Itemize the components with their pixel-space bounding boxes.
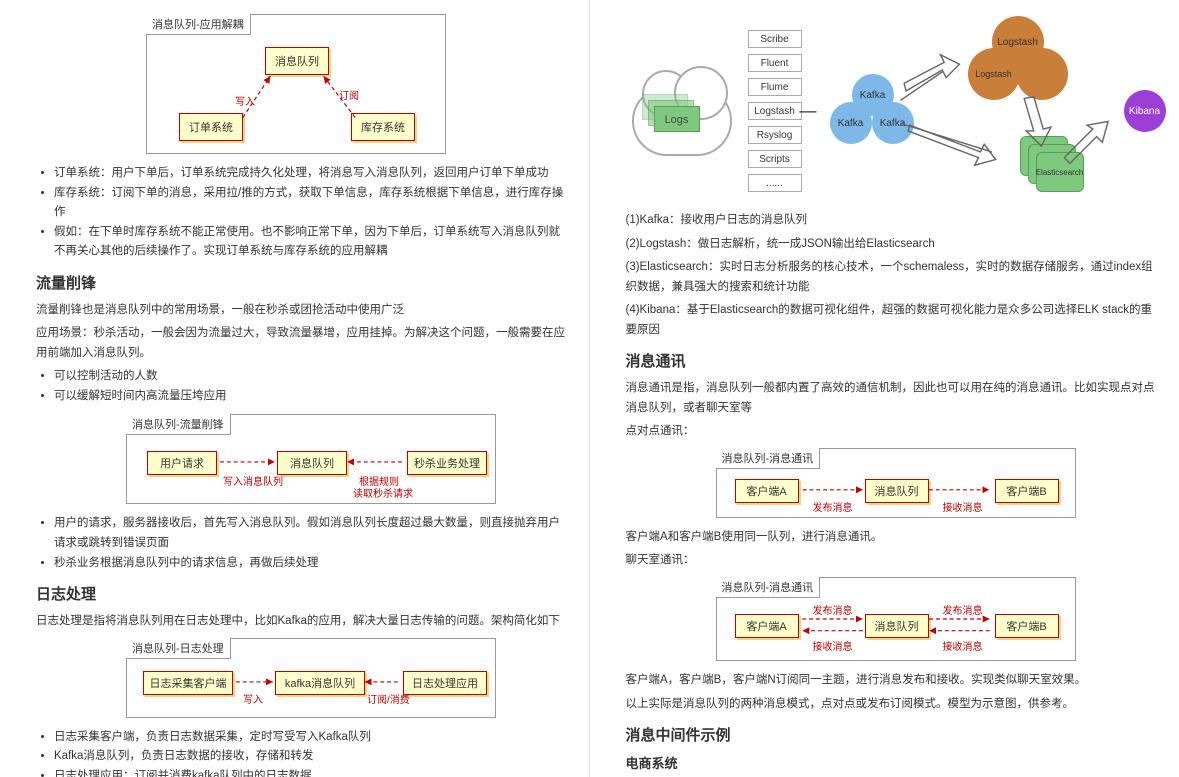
bullet: 用户的请求，服务器接收后，首先写入消息队列。假如消息队列长度超过最大数量，则直接… — [54, 514, 569, 553]
bullets-4: 日志采集客户端，负责日志数据采集，定时写受写入Kafka队列 Kafka消息队列… — [36, 728, 569, 777]
src-item: Fluent — [748, 54, 802, 72]
right-column: Logs Scribe Fluent Flume Logstash Rsyslo… — [590, 0, 1179, 777]
bullets-3: 用户的请求，服务器接收后，首先写入消息队列。假如消息队列长度超过最大数量，则直接… — [36, 514, 569, 573]
para: 点对点通讯： — [626, 422, 1160, 442]
edge-label: 读取秒杀请求 — [353, 485, 413, 500]
node-mq: 消息队列 — [265, 47, 329, 75]
para: 聊天室通讯： — [626, 551, 1160, 571]
edge-label: 发布消息 — [813, 499, 853, 514]
para: 日志处理是指将消息队列用在日志处理中，比如Kafka的应用，解决大量日志传输的问… — [36, 612, 569, 632]
edge-label: 订阅/消费 — [367, 691, 410, 706]
para: 流量削锋也是消息队列中的常用场景，一般在秒杀或团抢活动中使用广泛 — [36, 301, 569, 321]
para: 以上实际是消息队列的两种消息模式，点对点或发布订阅模式。模型为示意图，供参考。 — [626, 695, 1160, 715]
bullet: 订单系统：用户下单后，订单系统完成持久化处理，将消息写入消息队列，返回用户订单下… — [54, 164, 569, 184]
logstash-node — [1016, 48, 1068, 100]
para: 客户端A，客户端B，客户端N订阅同一主题，进行消息发布和接收。实现类似聊天室效果… — [626, 671, 1160, 691]
diagram-title: 消息队列-消息通讯 — [716, 448, 821, 469]
diagram-title: 消息队列-应用解耦 — [146, 14, 251, 35]
left-column: 消息队列-应用解耦 消息队列 订单系统 库存系统 写入 订阅 订单系统：用户下单… — [0, 0, 590, 777]
src-item: Logstash — [748, 102, 802, 120]
bullet: 可以缓解短时间内高流量压垮应用 — [54, 387, 569, 407]
diagram-title: 消息队列-消息通讯 — [716, 577, 821, 598]
node-mq: 消息队列 — [277, 451, 347, 475]
heading-ecommerce: 电商系统 — [626, 753, 1160, 772]
heading-msg: 消息通讯 — [626, 350, 1160, 371]
diagram-title: 消息队列-日志处理 — [126, 638, 231, 659]
edge-label: 接收消息 — [813, 638, 853, 653]
elk-infographic: Logs Scribe Fluent Flume Logstash Rsyslo… — [626, 12, 1160, 207]
edge-label: 发布消息 — [813, 602, 853, 617]
node-b: 客户端B — [995, 479, 1059, 503]
src-item: Rsyslog — [748, 126, 802, 144]
bullet: 日志采集客户端，负责日志数据采集，定时写受写入Kafka队列 — [54, 728, 569, 748]
para: (1)Kafka：接收用户日志的消息队列 — [626, 211, 1160, 231]
node-req: 用户请求 — [147, 451, 217, 475]
para: 应用场景：秒杀活动，一般会因为流量过大，导致流量暴增，应用挂掉。为解决这个问题，… — [36, 324, 569, 363]
edge-label: 接收消息 — [943, 499, 983, 514]
logs-card: Logs — [654, 106, 700, 132]
para: (3)Elasticsearch：实时日志分析服务的核心技术，一个schemal… — [626, 258, 1160, 297]
node-kafka: kafka消息队列 — [275, 671, 365, 695]
bullets-1: 订单系统：用户下单后，订单系统完成持久化处理，将消息写入消息队列，返回用户订单下… — [36, 164, 569, 262]
logstash-node: Logstash — [968, 48, 1020, 100]
node-mq: 消息队列 — [865, 479, 929, 503]
edge-label: 发布消息 — [943, 602, 983, 617]
para: (2)Logstash：做日志解析，统一成JSON输出给Elasticsearc… — [626, 235, 1160, 255]
diagram-traffic: 消息队列-流量削锋 用户请求 消息队列 秒杀业务处理 写入消息队列 根据规则 读… — [126, 414, 496, 504]
node-a: 客户端A — [735, 479, 799, 503]
bullet: 库存系统：订阅下单的消息，采用拉/推的方式，获取下单信息，库存系统根据下单信息，… — [54, 184, 569, 223]
edge-label: 写入 — [235, 93, 255, 108]
bullet: 日志处理应用：订阅并消费kafka队列中的日志数据 — [54, 767, 569, 777]
node-mq: 消息队列 — [865, 614, 929, 638]
edge-label: 订阅 — [339, 87, 359, 102]
bullet: 秒杀业务根据消息队列中的请求信息，再做后续处理 — [54, 554, 569, 574]
bullets-2: 可以控制活动的人数 可以缓解短时间内高流量压垮应用 — [36, 367, 569, 406]
kafka-node: Kafka — [830, 102, 872, 144]
para: 客户端A和客户端B使用同一队列，进行消息通讯。 — [626, 528, 1160, 548]
src-item: ...... — [748, 174, 802, 192]
kafka-node: Kafka — [872, 102, 914, 144]
src-item: Flume — [748, 78, 802, 96]
heading-traffic: 流量削锋 — [36, 272, 569, 293]
kibana-node: Kibana — [1124, 90, 1166, 132]
node-order: 订单系统 — [179, 113, 243, 141]
node-client: 日志采集客户端 — [143, 671, 233, 695]
diagram-chatroom: 消息队列-消息通讯 客户端A 消息队列 客户端B 发布消息 接收消息 发布消息 … — [716, 577, 1076, 661]
heading-middleware: 消息中间件示例 — [626, 724, 1160, 745]
node-stock: 库存系统 — [351, 113, 415, 141]
diagram-log: 消息队列-日志处理 日志采集客户端 kafka消息队列 日志处理应用 写入 订阅… — [126, 638, 496, 718]
diagram-app-decouple: 消息队列-应用解耦 消息队列 订单系统 库存系统 写入 订阅 — [146, 14, 446, 154]
bullet: Kafka消息队列，负责日志数据的接收，存储和转发 — [54, 747, 569, 767]
para: 消息通讯是指，消息队列一般都内置了高效的通信机制，因此也可以用在纯的消息通讯。比… — [626, 379, 1160, 418]
bullet: 可以控制活动的人数 — [54, 367, 569, 387]
edge-label: 写入消息队列 — [223, 473, 283, 488]
node-biz: 秒杀业务处理 — [407, 451, 487, 475]
src-item: Scribe — [748, 30, 802, 48]
src-item: Scripts — [748, 150, 802, 168]
bullet: 假如：在下单时库存系统不能正常使用。也不影响正常下单，因为下单后，订单系统写入消… — [54, 223, 569, 262]
para: (4)Kibana：基于Elasticsearch的数据可视化组件，超强的数据可… — [626, 301, 1160, 340]
edge-label: 接收消息 — [943, 638, 983, 653]
heading-log: 日志处理 — [36, 583, 569, 604]
node-b: 客户端B — [995, 614, 1059, 638]
edge-label: 写入 — [243, 691, 263, 706]
diagram-title: 消息队列-流量削锋 — [126, 414, 231, 435]
node-a: 客户端A — [735, 614, 799, 638]
diagram-p2p: 消息队列-消息通讯 客户端A 消息队列 客户端B 发布消息 接收消息 — [716, 448, 1076, 518]
es-node: Elasticsearch — [1036, 152, 1084, 192]
node-app: 日志处理应用 — [403, 671, 487, 695]
